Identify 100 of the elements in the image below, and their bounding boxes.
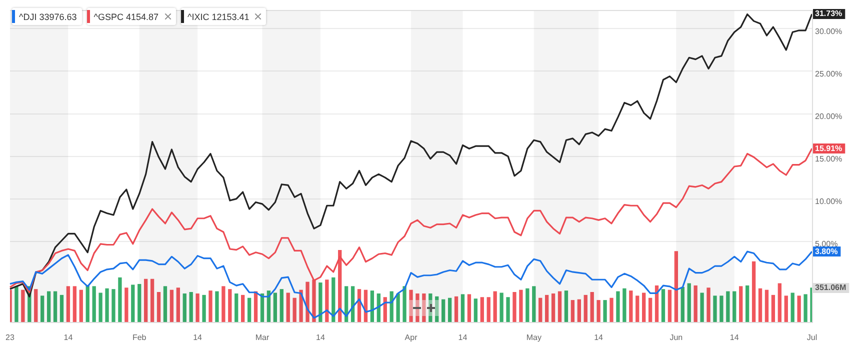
bar xyxy=(674,251,678,323)
bar xyxy=(21,290,25,323)
legend-label: ^GSPC 4154.87 xyxy=(94,12,159,22)
bar xyxy=(790,292,794,323)
bar xyxy=(739,286,743,323)
bar xyxy=(493,291,497,323)
bar xyxy=(118,277,122,323)
bar xyxy=(720,296,724,323)
bar xyxy=(648,298,652,323)
annotation: 351.06M xyxy=(815,283,846,292)
x-tick-label: Feb xyxy=(132,333,147,342)
bar xyxy=(460,294,465,323)
bar xyxy=(286,292,290,323)
bar xyxy=(318,282,322,323)
bar xyxy=(182,293,186,323)
bar xyxy=(532,286,536,323)
bar xyxy=(105,288,109,323)
x-tick-label: May xyxy=(526,333,542,342)
bar xyxy=(86,285,90,323)
y-tick-label: 25.00% xyxy=(815,69,842,78)
bar xyxy=(402,286,406,323)
bar xyxy=(241,294,245,323)
legend-label: ^DJI 33976.63 xyxy=(19,12,77,22)
bar xyxy=(629,290,633,323)
bar xyxy=(280,289,284,323)
bar xyxy=(577,299,581,323)
bar xyxy=(603,300,607,323)
bar xyxy=(590,292,594,323)
bar xyxy=(694,285,698,323)
bar xyxy=(584,294,588,323)
x-tick-label: 14 xyxy=(316,333,326,342)
bar xyxy=(66,286,70,323)
bar xyxy=(299,290,303,323)
bar xyxy=(680,286,684,323)
x-tick-label: Jul xyxy=(806,333,818,342)
bar xyxy=(661,289,666,323)
bar xyxy=(228,289,232,323)
bar xyxy=(53,291,58,323)
bar xyxy=(196,293,200,323)
bar xyxy=(234,293,238,323)
x-tick-label: 14 xyxy=(64,333,74,342)
bar xyxy=(778,283,782,323)
bar xyxy=(138,284,142,323)
bar xyxy=(687,283,691,323)
bar xyxy=(292,298,296,323)
bar xyxy=(642,292,646,323)
bar xyxy=(79,290,83,323)
bar xyxy=(14,286,18,323)
bar xyxy=(596,300,600,323)
bar xyxy=(409,290,413,323)
legend-label: ^IXIC 12153.41 xyxy=(188,12,250,22)
bar xyxy=(726,291,730,323)
bar xyxy=(758,288,762,323)
x-tick-label: Jun xyxy=(670,333,683,342)
y-tick-label: 5.00% xyxy=(815,240,838,249)
x-tick-label: Mar xyxy=(255,333,270,342)
bar xyxy=(526,288,530,323)
bar xyxy=(60,294,64,323)
bar xyxy=(474,298,478,323)
bar xyxy=(156,292,161,323)
y-tick-label: 30.00% xyxy=(815,26,842,36)
bar xyxy=(480,297,484,323)
bar xyxy=(544,294,549,323)
bar xyxy=(150,278,154,323)
bar xyxy=(570,300,575,323)
bar xyxy=(732,291,736,323)
bar xyxy=(163,286,168,323)
bar xyxy=(804,294,808,323)
data-label: 3.80% xyxy=(815,246,838,256)
bar xyxy=(764,290,769,323)
bar xyxy=(610,298,614,323)
bar xyxy=(448,298,452,323)
bar xyxy=(771,294,776,323)
y-tick-label: 20.00% xyxy=(815,112,842,121)
bar xyxy=(797,296,801,323)
bar xyxy=(616,291,620,323)
bar xyxy=(131,284,135,323)
x-tick-label: 14 xyxy=(594,333,604,342)
bar xyxy=(745,285,750,323)
bar xyxy=(442,299,446,323)
x-tick-label: 23 xyxy=(6,333,15,342)
bar xyxy=(189,292,193,323)
bar xyxy=(208,290,212,323)
bar xyxy=(306,282,310,323)
x-tick-label: Apr xyxy=(404,333,418,342)
x-tick-label: 14 xyxy=(730,333,740,342)
x-tick-label: 14 xyxy=(458,333,468,342)
bar xyxy=(98,292,102,323)
y-tick-label: 15.00% xyxy=(815,154,842,164)
bar xyxy=(636,296,640,323)
bar xyxy=(564,290,568,323)
y-tick-label: 10.00% xyxy=(815,197,842,206)
bar xyxy=(422,293,426,323)
bar xyxy=(551,293,556,323)
bar xyxy=(215,291,219,323)
bar xyxy=(92,286,96,323)
bar xyxy=(500,292,504,323)
bar xyxy=(486,297,490,323)
bar xyxy=(454,296,458,323)
bar xyxy=(176,288,180,323)
